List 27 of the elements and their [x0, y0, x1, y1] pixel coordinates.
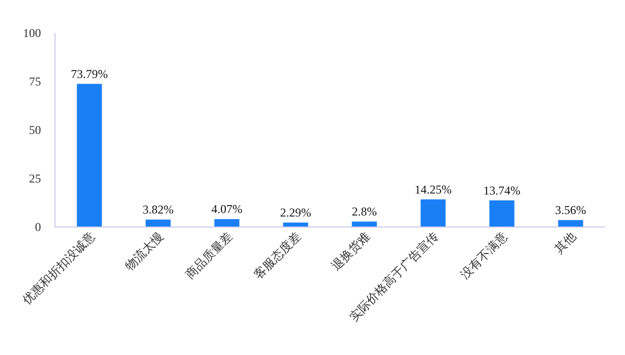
x-tick-label: 退换货难 — [328, 229, 372, 274]
x-tick-label: 商品质量差 — [182, 229, 235, 282]
bar — [352, 222, 377, 227]
y-tick-label: 25 — [29, 172, 41, 186]
data-label: 2.29% — [280, 206, 312, 220]
y-tick-label: 75 — [29, 74, 41, 88]
x-tick-label: 物流太慢 — [122, 229, 166, 274]
bar — [558, 220, 584, 227]
y-tick-label: 50 — [29, 123, 41, 137]
y-tick-label: 100 — [23, 26, 41, 40]
data-label: 3.82% — [142, 202, 174, 217]
x-tick-label: 客服态度差 — [251, 229, 304, 282]
bar — [76, 84, 102, 227]
bar — [420, 199, 446, 227]
x-tick-label: 其他 — [552, 229, 579, 256]
data-label: 14.25% — [414, 182, 452, 196]
bar — [214, 219, 240, 227]
bar — [146, 220, 171, 227]
data-label: 3.56% — [555, 203, 586, 218]
x-tick-label: 没有不满意 — [458, 229, 510, 282]
data-label: 2.8% — [352, 204, 377, 219]
data-label: 73.79% — [70, 66, 108, 81]
bar — [489, 200, 514, 227]
y-tick-label: 0 — [35, 220, 41, 234]
data-label: 13.74% — [483, 183, 520, 198]
bar — [283, 222, 308, 227]
data-label: 4.07% — [211, 202, 242, 216]
